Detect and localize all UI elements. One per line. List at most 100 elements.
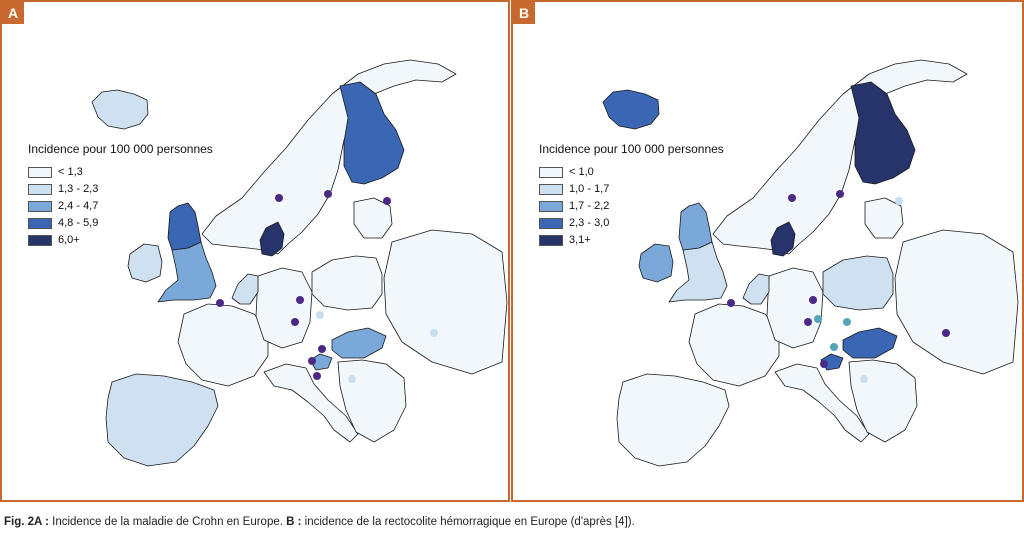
region-scandinavia [712,59,968,255]
legend-label: 6,0+ [58,234,80,246]
incidence-dot [809,296,817,304]
legend-swatch [539,234,563,246]
region-england [668,241,728,303]
region-slovenia [309,353,333,371]
panel-label-a: A [2,2,24,24]
legend-entry: 6,0+ [28,232,213,248]
legend-title: Incidence pour 100 000 personnes [28,142,213,156]
incidence-dot [814,315,822,323]
incidence-dot [296,296,304,304]
incidence-dot [318,345,326,353]
legend-label: 1,3 - 2,3 [58,183,99,195]
region-poland [311,255,383,311]
region-ireland [127,243,163,283]
legend-swatch [539,183,563,195]
caption-text-b: incidence de la rectocolite hémorragique… [301,516,635,528]
caption-label-b: B : [286,516,302,528]
incidence-dot [348,375,356,383]
region-iceland [91,89,149,130]
caption-text-a: Incidence de la maladie de Crohn en Euro… [48,516,287,528]
region-england [157,241,217,303]
region-denmark [770,221,796,257]
legend-label: 2,3 - 3,0 [569,217,610,229]
incidence-dot [804,318,812,326]
region-germany [255,267,313,349]
region-spain [616,373,730,467]
incidence-dot [895,197,903,205]
legend-swatch [539,166,563,178]
legend-entry: < 1,3 [28,164,213,180]
region-finland [339,81,405,185]
region-iceland [602,89,660,130]
legend-swatch [539,217,563,229]
europe-map-a [91,59,508,467]
incidence-dot [216,299,224,307]
map-panel-a: A Incidence pour 100 000 personnes < 1,3… [0,0,510,502]
region-finland [850,81,916,185]
legend-label: 3,1+ [569,234,591,246]
incidence-dot [275,194,283,202]
figure-caption: Fig. 2A : Incidence de la maladie de Cro… [4,516,635,528]
incidence-dot [430,329,438,337]
legend-entry: 1,0 - 1,7 [539,181,724,197]
incidence-dot [836,190,844,198]
region-hungary [842,327,898,359]
legend-entry: 2,3 - 3,0 [539,215,724,231]
incidence-dot [820,360,828,368]
region-italy [774,363,870,443]
incidence-dot [860,375,868,383]
legend-swatch [28,166,52,178]
incidence-dot [942,329,950,337]
legend-a: Incidence pour 100 000 personnes < 1,3 1… [28,142,213,249]
incidence-dot [313,372,321,380]
incidence-dot [291,318,299,326]
legend-entry: 2,4 - 4,7 [28,198,213,214]
region-france [177,303,269,387]
incidence-dot [830,343,838,351]
figure: A Incidence pour 100 000 personnes < 1,3… [0,0,1024,502]
region-hungary [331,327,387,359]
europe-map-b [602,59,1019,467]
legend-entry: 1,7 - 2,2 [539,198,724,214]
legend-b: Incidence pour 100 000 personnes < 1,0 1… [539,142,724,249]
region-ireland [638,243,674,283]
legend-label: 2,4 - 4,7 [58,200,99,212]
incidence-dot [788,194,796,202]
legend-swatch [539,200,563,212]
map-panel-b: B Incidence pour 100 000 personnes < 1,0… [511,0,1024,502]
legend-label: < 1,3 [58,166,83,178]
legend-swatch [28,183,52,195]
legend-swatch [28,234,52,246]
region-scotland [678,202,713,251]
region-scotland [167,202,202,251]
incidence-dot [316,311,324,319]
incidence-dot [324,190,332,198]
region-eastern [383,229,508,375]
region-france [688,303,780,387]
region-scandinavia [201,59,457,255]
panel-label-b: B [513,2,535,24]
region-spain [105,373,219,467]
incidence-dot [727,299,735,307]
incidence-dot [383,197,391,205]
region-poland [822,255,894,311]
region-netherlands [231,273,259,305]
region-estonia [353,197,393,239]
incidence-dot [843,318,851,326]
legend-entry: 3,1+ [539,232,724,248]
region-estonia [864,197,904,239]
legend-label: < 1,0 [569,166,594,178]
legend-entry: 4,8 - 5,9 [28,215,213,231]
region-italy [263,363,359,443]
legend-swatch [28,217,52,229]
region-eastern [894,229,1019,375]
legend-label: 1,0 - 1,7 [569,183,610,195]
legend-entry: < 1,0 [539,164,724,180]
caption-label-a: Fig. 2A : [4,516,49,528]
region-netherlands [742,273,770,305]
legend-title: Incidence pour 100 000 personnes [539,142,724,156]
legend-label: 4,8 - 5,9 [58,217,99,229]
legend-label: 1,7 - 2,2 [569,200,610,212]
region-denmark [259,221,285,257]
legend-entry: 1,3 - 2,3 [28,181,213,197]
